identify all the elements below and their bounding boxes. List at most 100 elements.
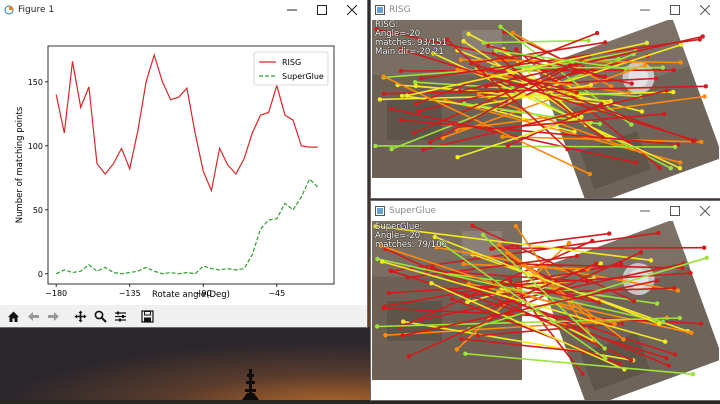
keypoint [455,155,459,159]
keypoint [678,316,682,320]
keypoint [640,109,644,113]
y-tick-label: 150 [28,78,43,87]
keypoint [643,63,647,67]
close-button[interactable] [690,201,720,221]
keypoint [382,304,386,308]
keypoint [620,321,624,325]
keypoint [458,89,462,93]
keypoint [414,102,418,106]
keypoint [597,300,601,304]
keypoint [613,322,617,326]
legend-label: SuperGlue [282,72,324,81]
maximize-button[interactable] [660,0,690,20]
keypoint [634,161,638,165]
pan-icon[interactable] [71,307,90,326]
keypoint [603,356,607,360]
keypoint [421,148,425,152]
keypoint [603,75,607,79]
keypoint [616,57,620,61]
keypoint [673,145,677,149]
minimize-button[interactable] [630,0,660,20]
minimize-button[interactable] [277,0,307,20]
keypoint [579,115,583,119]
keypoint [618,362,622,366]
keypoint [590,239,594,243]
keypoint [662,112,666,116]
configure-icon[interactable] [111,307,130,326]
home-icon[interactable] [4,307,23,326]
keypoint [626,91,630,95]
keypoint [702,246,706,250]
keypoint [388,269,392,273]
close-button[interactable] [690,0,720,20]
x-tick-label: −180 [45,289,67,298]
keypoint [672,68,676,72]
maximize-button[interactable] [660,201,690,221]
keypoint [461,39,465,43]
maximize-button[interactable] [307,0,337,20]
zoom-icon[interactable] [91,307,110,326]
keypoint [405,94,409,98]
navigation-toolbar [0,305,367,327]
keypoint [589,83,593,87]
keypoint [678,160,682,164]
keypoint [417,109,421,113]
matplotlib-icon [4,5,14,15]
keypoint [667,364,671,368]
keypoint [508,279,512,283]
keypoint [383,333,387,337]
keypoint [463,352,467,356]
keypoint [399,118,403,122]
keypoint [486,44,490,48]
keypoint [701,34,705,38]
keypoint [654,76,658,80]
save-icon[interactable] [138,307,157,326]
back-icon[interactable] [24,307,43,326]
keypoint [405,275,409,279]
keypoint [661,320,665,324]
minimize-button[interactable] [630,201,660,221]
keypoint [414,84,418,88]
superglue-window: SuperGlue SuperGlue: Angle=-20 matches: … [371,201,720,400]
keypoint [624,66,628,70]
keypoint [656,231,660,235]
keypoint [381,74,385,78]
keypoint [629,358,633,362]
keypoint [429,281,433,285]
keypoint [665,88,669,92]
keypoint [702,94,706,98]
keypoint [413,80,417,84]
keypoint [407,354,411,358]
keypoint [455,347,459,351]
keypoint [481,41,485,45]
x-axis-label: Rotate angle(Deg) [152,290,230,300]
overlay-main-dir: Main dir=-20.21 [375,47,444,57]
keypoint [476,64,480,68]
keypoint [704,84,708,88]
keypoint [459,58,463,62]
forward-icon[interactable] [44,307,63,326]
keypoint [632,299,636,303]
keypoint [575,90,579,94]
close-button[interactable] [337,0,367,20]
keypoint [488,127,492,131]
keypoint [399,69,403,73]
keypoint [585,279,589,283]
legend-label: RISG [282,58,301,67]
keypoint [401,319,405,323]
keypoint [459,337,463,341]
y-tick-label: 100 [28,142,43,151]
keypoint [514,47,518,51]
overlay-matches: matches: 79/106 [375,240,447,250]
keypoint [607,231,611,235]
keypoint [514,224,518,228]
keypoint [389,107,393,111]
keypoint [375,257,379,261]
keypoint [462,262,466,266]
keypoint [373,144,377,148]
keypoint [688,271,692,275]
keypoint [658,166,662,170]
keypoint [462,101,466,105]
keypoint [629,122,633,126]
